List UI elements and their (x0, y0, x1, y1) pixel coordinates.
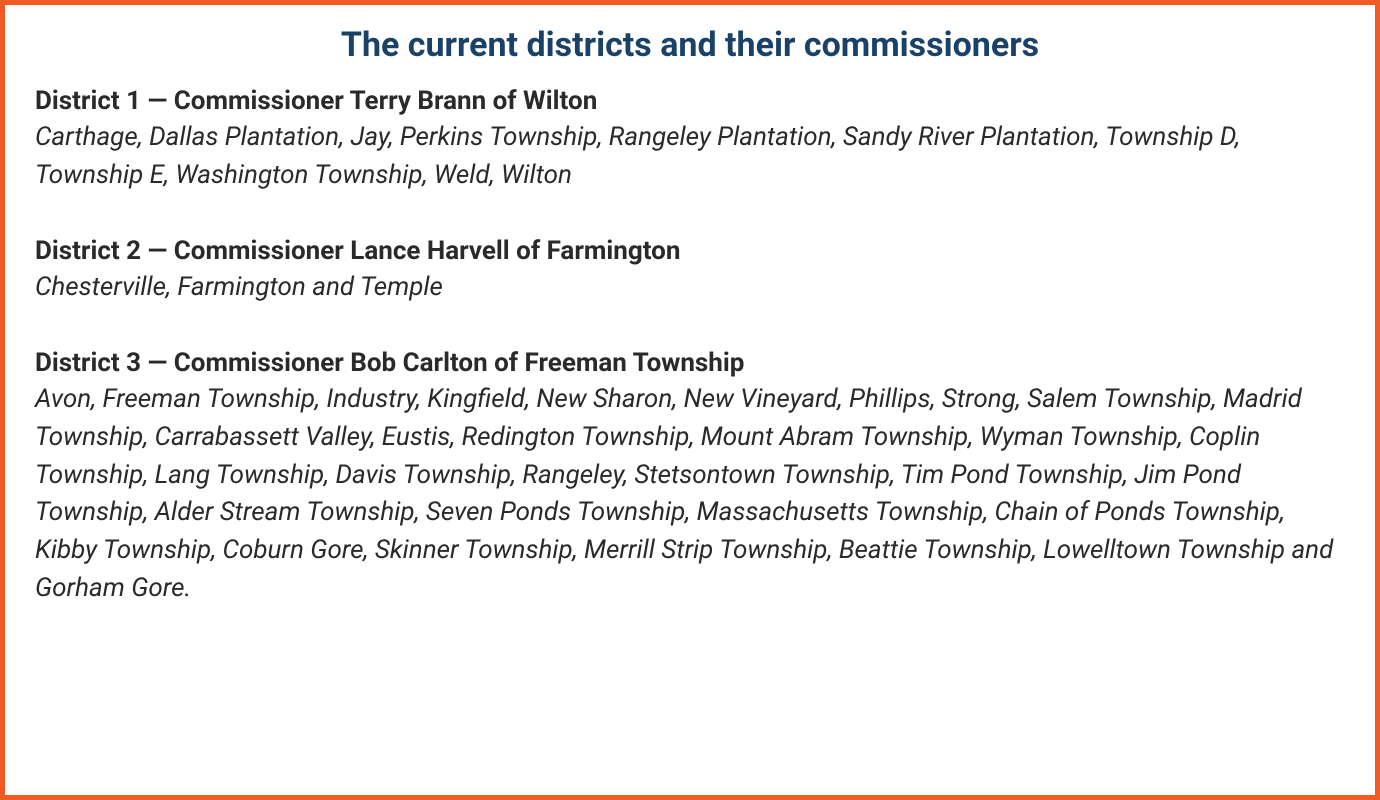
page-title: The current districts and their commissi… (35, 25, 1345, 65)
district-2-body: Chesterville, Farmington and Temple (35, 269, 1345, 307)
document-container: The current districts and their commissi… (0, 0, 1380, 800)
district-2-section: District 2 — Commissioner Lance Harvell … (35, 233, 1345, 307)
district-1-header: District 1 — Commissioner Terry Brann of… (35, 83, 1345, 119)
district-3-header: District 3 — Commissioner Bob Carlton of… (35, 345, 1345, 381)
district-3-section: District 3 — Commissioner Bob Carlton of… (35, 345, 1345, 608)
district-3-body: Avon, Freeman Township, Industry, Kingfi… (35, 381, 1345, 607)
district-1-section: District 1 — Commissioner Terry Brann of… (35, 83, 1345, 195)
district-2-header: District 2 — Commissioner Lance Harvell … (35, 233, 1345, 269)
district-1-body: Carthage, Dallas Plantation, Jay, Perkin… (35, 119, 1345, 194)
